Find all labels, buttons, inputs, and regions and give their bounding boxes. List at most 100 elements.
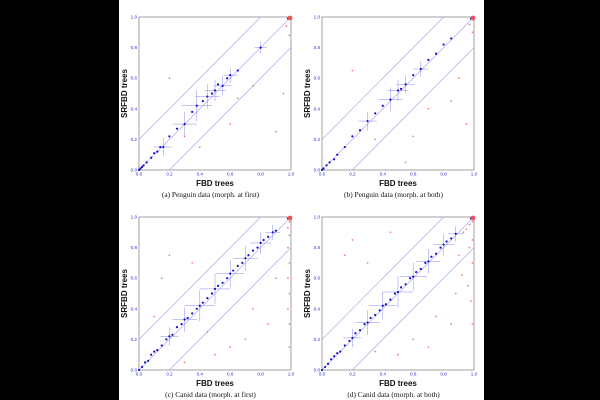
- reference-line-2: [168, 247, 291, 370]
- y-tick-label: 1.0: [131, 15, 138, 20]
- y-tick-label: 0.4: [131, 306, 138, 311]
- x-tick-label: 0.8: [257, 372, 264, 377]
- clade-point: [153, 350, 156, 353]
- x-tick-label: 0.2: [349, 372, 356, 377]
- clade-point: [156, 150, 159, 153]
- clade-point: [183, 123, 186, 126]
- clade-point: [358, 329, 362, 332]
- clade-point: [384, 303, 387, 306]
- y-tick-label: 0.2: [314, 137, 321, 142]
- y-tick-label: 0.6: [131, 76, 138, 81]
- clade-point: [195, 104, 198, 107]
- outlier-point: [450, 323, 453, 325]
- subfigure-caption: (a) Penguin data (morph. at first): [161, 190, 260, 199]
- y-tick-label: 0.6: [314, 76, 321, 81]
- outlier-point: [374, 350, 377, 353]
- y-tick-label: 0.0: [131, 168, 138, 173]
- clade-point: [180, 323, 183, 326]
- clade-point: [137, 368, 141, 372]
- y-tick-label: 0.0: [131, 368, 138, 373]
- clade-point: [320, 368, 324, 372]
- outlier-point: [206, 330, 209, 333]
- outlier-point: [471, 323, 474, 325]
- clade-point: [162, 145, 165, 149]
- clade-point: [232, 269, 235, 272]
- y-tick-label: 0.2: [314, 337, 321, 342]
- subfigure-caption: (d) Canid data (morph. at both): [347, 390, 440, 399]
- outlier-point: [454, 292, 457, 295]
- x-tick-label: 0.0: [319, 172, 326, 177]
- x-tick-label: 0.4: [197, 372, 204, 377]
- plot-frame: [138, 16, 292, 171]
- clade-point: [156, 349, 159, 352]
- clade-point: [150, 156, 153, 159]
- y-tick-label: 1.0: [314, 215, 321, 220]
- y-tick-label: 0.4: [314, 306, 321, 311]
- clade-point: [201, 100, 204, 103]
- outlier-point: [404, 161, 407, 164]
- outlier-point: [252, 307, 254, 310]
- clade-point: [186, 316, 189, 320]
- clade-point: [256, 246, 259, 249]
- clade-point: [389, 298, 392, 301]
- clade-point: [434, 252, 438, 255]
- outlier-point: [288, 346, 291, 348]
- outlier-point: [198, 146, 201, 148]
- outlier-point: [450, 100, 453, 103]
- clade-point: [351, 336, 354, 339]
- clade-point: [399, 87, 403, 91]
- clade-point: [325, 164, 328, 167]
- outlier-point: [183, 135, 186, 138]
- clade-point: [229, 74, 232, 77]
- outlier-point: [471, 239, 474, 241]
- outlier-point: [412, 338, 415, 341]
- outlier-point: [153, 315, 156, 318]
- outlier-point: [229, 346, 232, 348]
- clade-point: [322, 167, 325, 170]
- clade-point: [140, 165, 144, 169]
- clade-point: [168, 335, 171, 338]
- reference-line-2: [168, 47, 291, 170]
- outlier-point: [467, 284, 469, 287]
- clade-point: [434, 52, 438, 55]
- reference-line-2: [351, 247, 474, 370]
- reference-line-1: [139, 17, 262, 140]
- outlier-point: [288, 34, 291, 37]
- corner-marker: [287, 15, 293, 21]
- subfigure-caption: (c) Canid data (morph. at first): [165, 390, 256, 399]
- clade-point: [241, 261, 244, 264]
- outlier-point: [160, 277, 163, 280]
- clade-point: [147, 359, 150, 362]
- y-axis-label: SRFBD trees: [120, 69, 129, 118]
- outlier-point: [274, 130, 277, 133]
- reference-line-1: [322, 17, 445, 140]
- outlier-point: [343, 254, 346, 257]
- plot-frame: [321, 16, 475, 171]
- y-tick-label: 0.8: [131, 45, 138, 50]
- clade-point: [419, 267, 422, 271]
- outlier-point: [457, 77, 460, 80]
- clade-point: [221, 281, 224, 284]
- outlier-point: [287, 307, 289, 310]
- clade-point: [348, 339, 351, 343]
- clade-point: [323, 365, 327, 369]
- clade-point: [221, 84, 224, 87]
- clade-point: [343, 344, 346, 347]
- outlier-point: [460, 274, 463, 277]
- x-tick-label: 0.4: [380, 172, 387, 177]
- clade-point: [330, 358, 333, 361]
- y-axis-label: SRFBD trees: [303, 269, 312, 318]
- y-axis-label: SRFBD trees: [120, 269, 129, 318]
- outlier-point: [457, 254, 460, 257]
- clade-point: [262, 238, 265, 242]
- outlier-point: [374, 138, 377, 141]
- outlier-point: [427, 107, 430, 110]
- clade-point: [175, 127, 179, 130]
- y-tick-label: 0.4: [131, 106, 138, 111]
- chart-panel-b: 0.0 0.2 0.4 0.6 0.8 1.0 0.0 0.2 0.4 0.6 0.8 1.0 FBD …: [302, 0, 485, 200]
- clade-point: [412, 275, 415, 278]
- x-tick-label: 1.0: [471, 172, 478, 177]
- clade-point: [427, 260, 430, 263]
- clade-point: [430, 255, 433, 258]
- clade-point: [216, 284, 220, 287]
